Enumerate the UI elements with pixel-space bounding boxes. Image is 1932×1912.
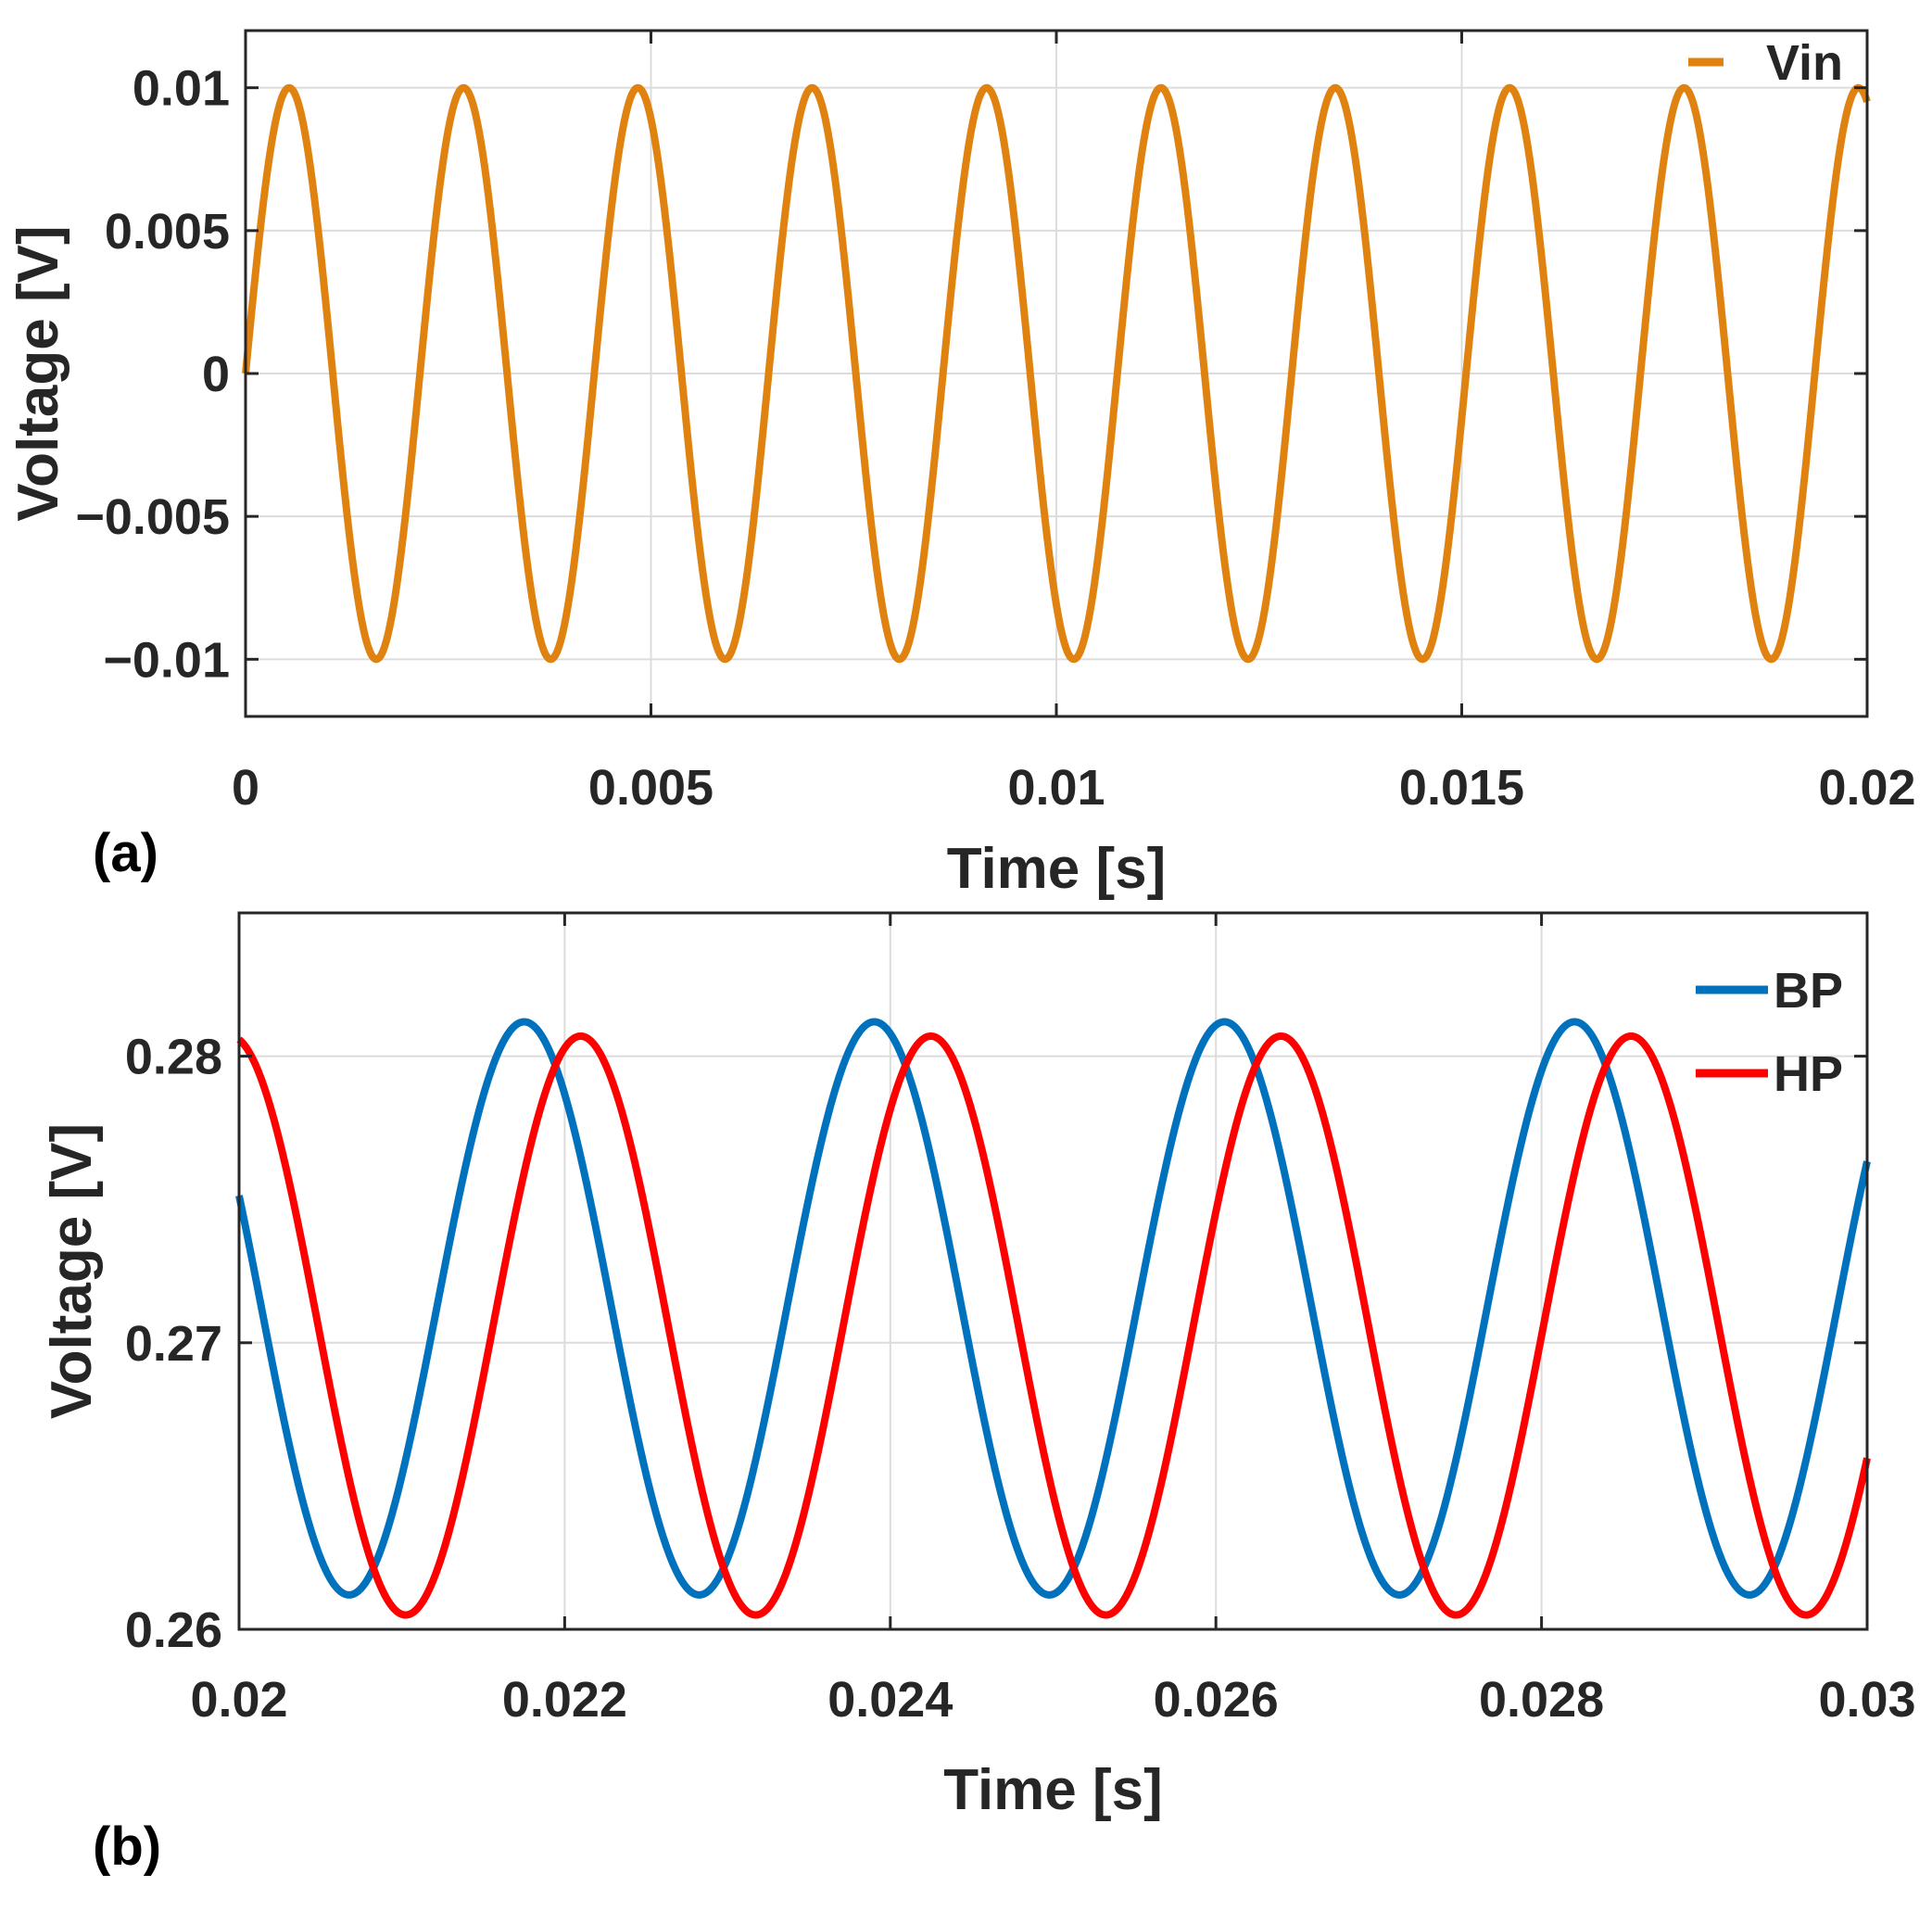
x-tick-label-3: 0.026 [1154,1672,1279,1728]
y-axis-title: Voltage [V] [6,225,70,521]
y-tick-label-2: 0.26 [125,1602,222,1658]
x-axis-title: Time [s] [947,837,1167,901]
y-tick-label-1: 0.27 [125,1316,222,1372]
x-tick-label-0: 0.02 [190,1672,287,1728]
y-tick-label-0: 0.01 [133,61,230,117]
x-tick-label-4: 0.028 [1479,1672,1604,1728]
plot-frame [237,911,1869,1631]
series-bp-line [235,1018,1871,1599]
legend-label-vin: Vin [1766,35,1843,91]
chart-a: 0 0.005 0.01 0.015 0.02 0.01 0.005 0 −0.005 −0.01… [6,29,1916,901]
panel-label: (a) [93,823,158,883]
chart-b: 0.02 0.022 0.024 0.026 0.028 0.03 0.28 0.27 0.26… [40,911,1916,1877]
x-tick-label-3: 0.015 [1399,760,1524,816]
y-axis-title: Voltage [V] [40,1123,104,1419]
legend-label-hp: HP [1774,1046,1843,1102]
series-hp-line [236,1032,1871,1619]
x-tick-label-5: 0.03 [1818,1672,1915,1728]
y-tick-label-1: 0.005 [105,204,230,260]
series-vin-line [242,83,1871,664]
y-tick-label-4: −0.01 [103,632,230,688]
x-tick-label-0: 0 [232,760,259,816]
y-tick-label-2: 0 [202,347,230,402]
panel-label: (b) [93,1817,161,1877]
y-tick-label-0: 0.28 [125,1030,222,1085]
x-tick-label-2: 0.024 [827,1672,953,1728]
x-tick-label-2: 0.01 [1007,760,1105,816]
y-tick-label-3: −0.005 [75,489,230,545]
x-tick-label-1: 0.022 [502,1672,627,1728]
x-tick-label-4: 0.02 [1818,760,1915,816]
plot-area [239,913,1867,1629]
x-axis-title: Time [s] [943,1758,1163,1822]
x-tick-label-1: 0.005 [588,760,713,816]
legend-label-bp: BP [1774,963,1843,1019]
